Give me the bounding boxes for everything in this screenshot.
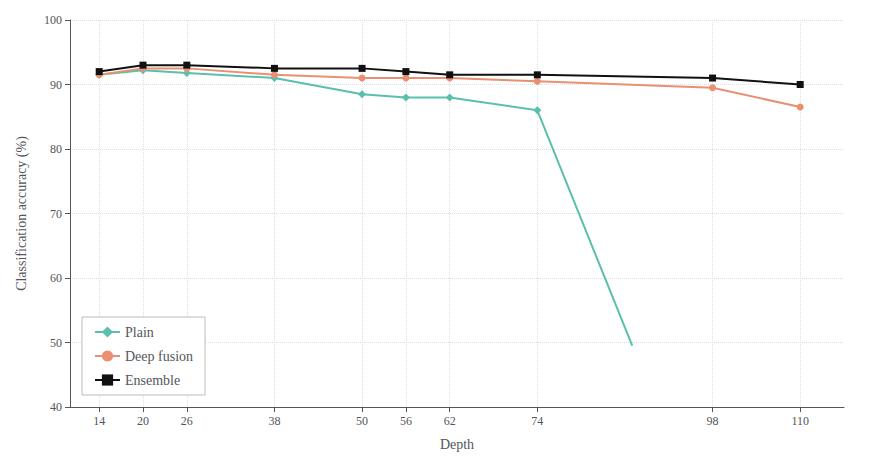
svg-text:80: 80 — [50, 142, 62, 156]
svg-text:74: 74 — [531, 414, 543, 428]
svg-text:56: 56 — [400, 414, 412, 428]
svg-text:Classification accuracy (%): Classification accuracy (%) — [14, 136, 30, 291]
svg-text:50: 50 — [50, 336, 62, 350]
svg-text:Deep fusion: Deep fusion — [125, 349, 193, 364]
svg-text:20: 20 — [137, 414, 149, 428]
svg-text:Ensemble: Ensemble — [125, 373, 180, 388]
svg-text:100: 100 — [44, 13, 62, 27]
svg-text:62: 62 — [444, 414, 456, 428]
svg-text:90: 90 — [50, 78, 62, 92]
svg-text:Depth: Depth — [440, 437, 474, 452]
svg-text:50: 50 — [356, 414, 368, 428]
svg-text:14: 14 — [93, 414, 105, 428]
svg-text:60: 60 — [50, 271, 62, 285]
svg-text:40: 40 — [50, 400, 62, 414]
svg-text:26: 26 — [181, 414, 193, 428]
svg-text:Plain: Plain — [125, 325, 154, 340]
svg-text:38: 38 — [268, 414, 280, 428]
svg-text:110: 110 — [791, 414, 809, 428]
svg-text:98: 98 — [707, 414, 719, 428]
svg-text:70: 70 — [50, 207, 62, 221]
